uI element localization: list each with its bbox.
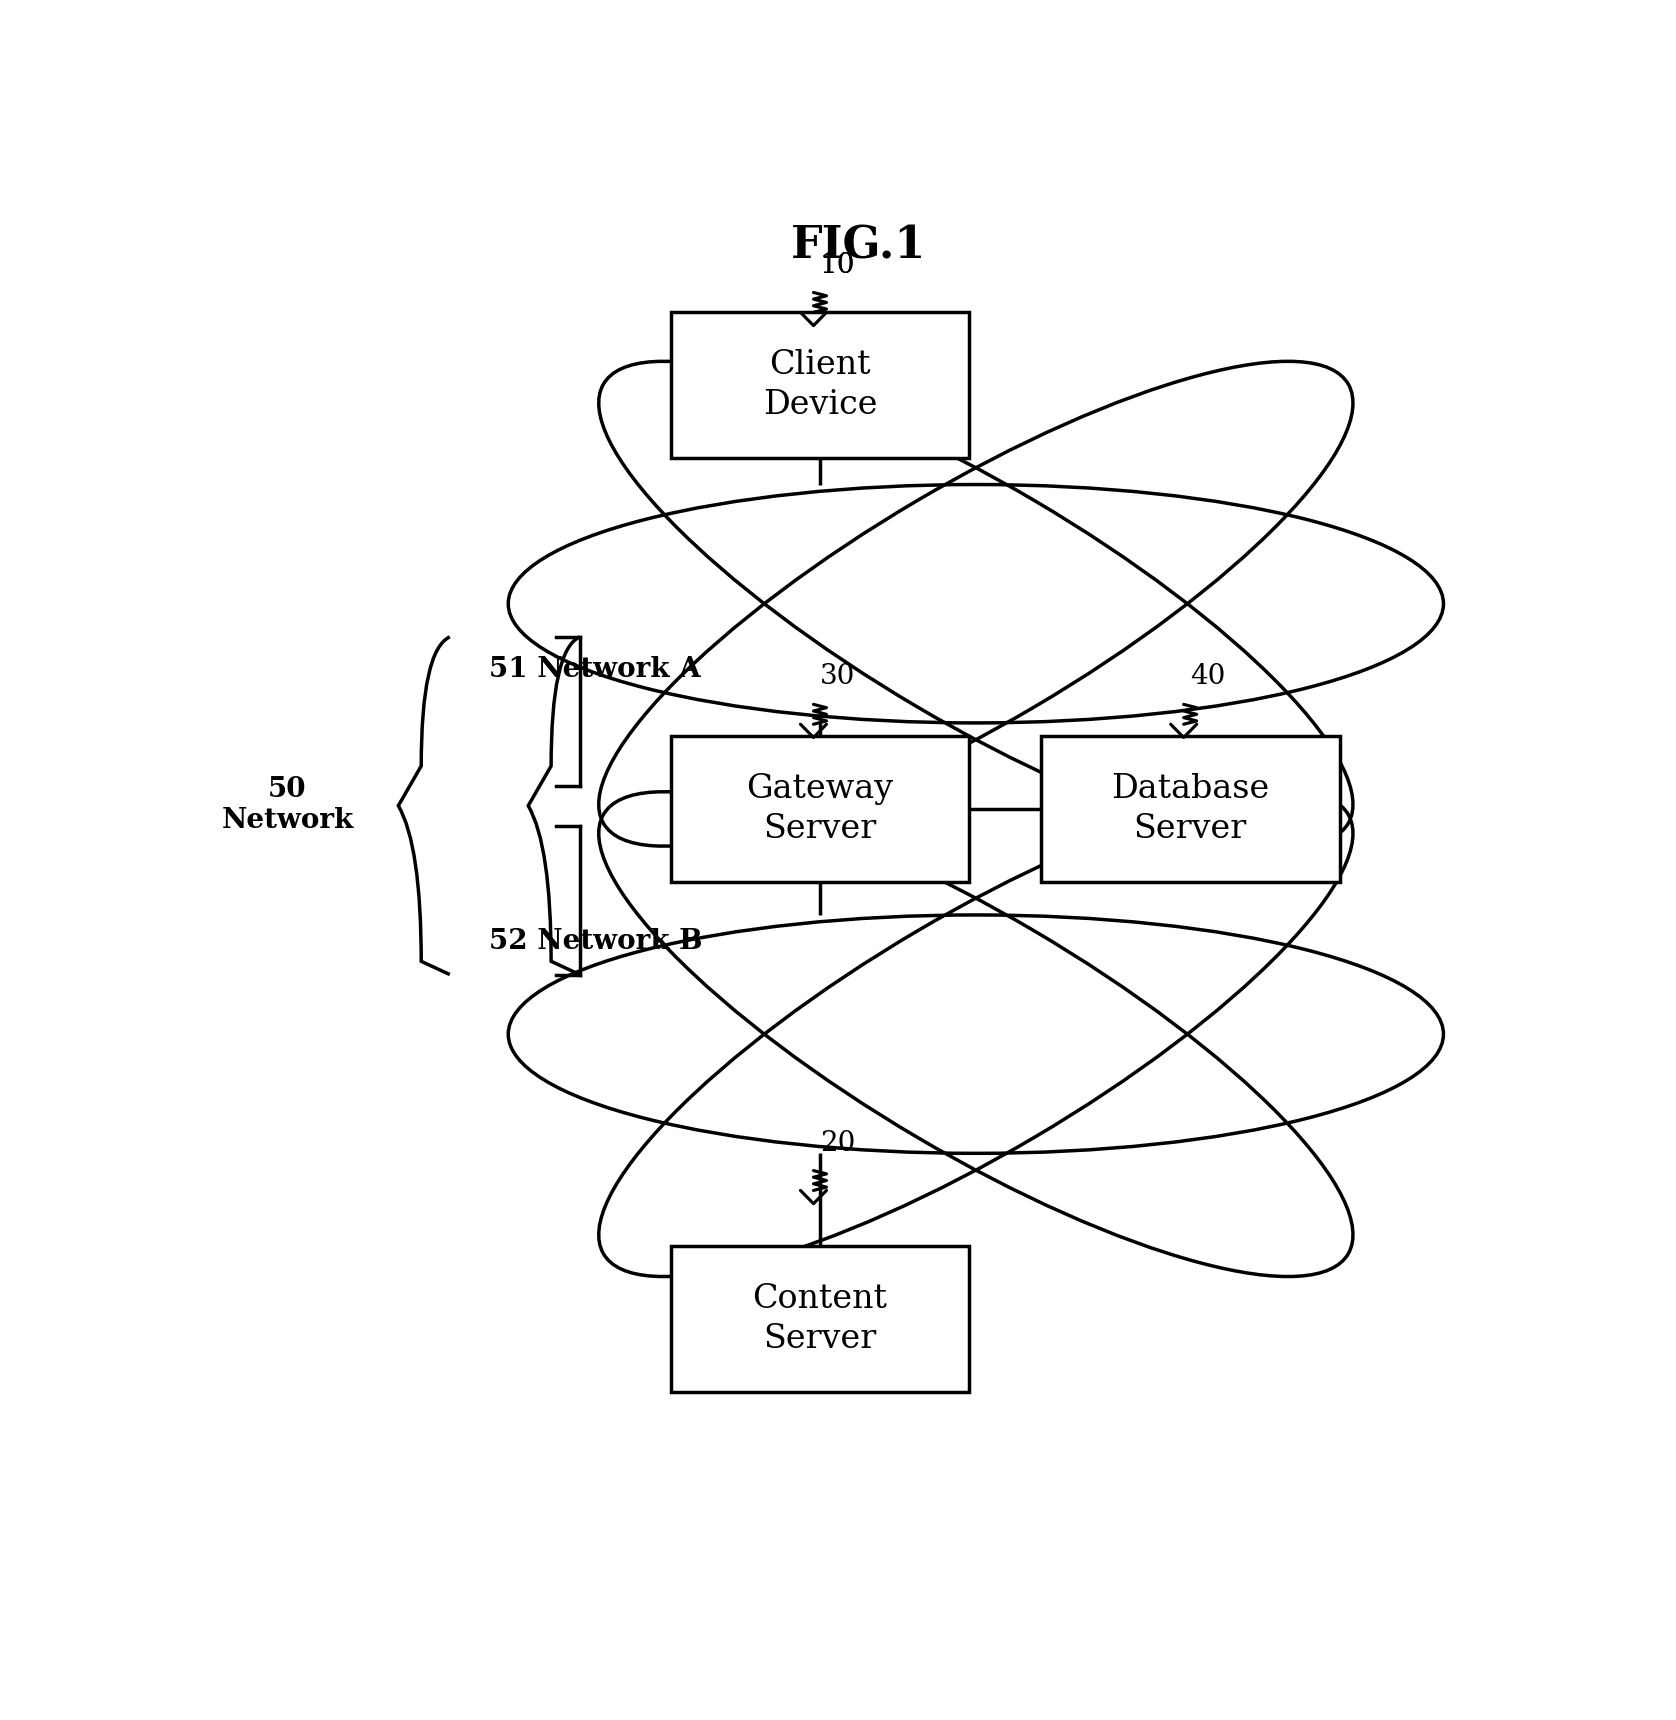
Text: 10: 10 (820, 253, 855, 279)
Text: Client
Device: Client Device (763, 349, 877, 421)
Text: Gateway
Server: Gateway Server (746, 774, 893, 845)
Text: 40: 40 (1190, 662, 1225, 690)
Text: 20: 20 (820, 1130, 855, 1158)
Text: 30: 30 (820, 662, 855, 690)
Text: Database
Server: Database Server (1111, 774, 1269, 845)
Text: 51 Network A: 51 Network A (489, 657, 701, 683)
FancyBboxPatch shape (670, 736, 969, 882)
Text: 52 Network B: 52 Network B (489, 929, 702, 955)
Text: FIG.1: FIG.1 (791, 225, 927, 268)
FancyBboxPatch shape (1041, 736, 1339, 882)
Text: 50
Network: 50 Network (221, 776, 354, 834)
Text: Content
Server: Content Server (753, 1283, 888, 1355)
FancyBboxPatch shape (670, 1245, 969, 1391)
Text: 10: 10 (820, 253, 855, 279)
FancyBboxPatch shape (670, 313, 969, 458)
